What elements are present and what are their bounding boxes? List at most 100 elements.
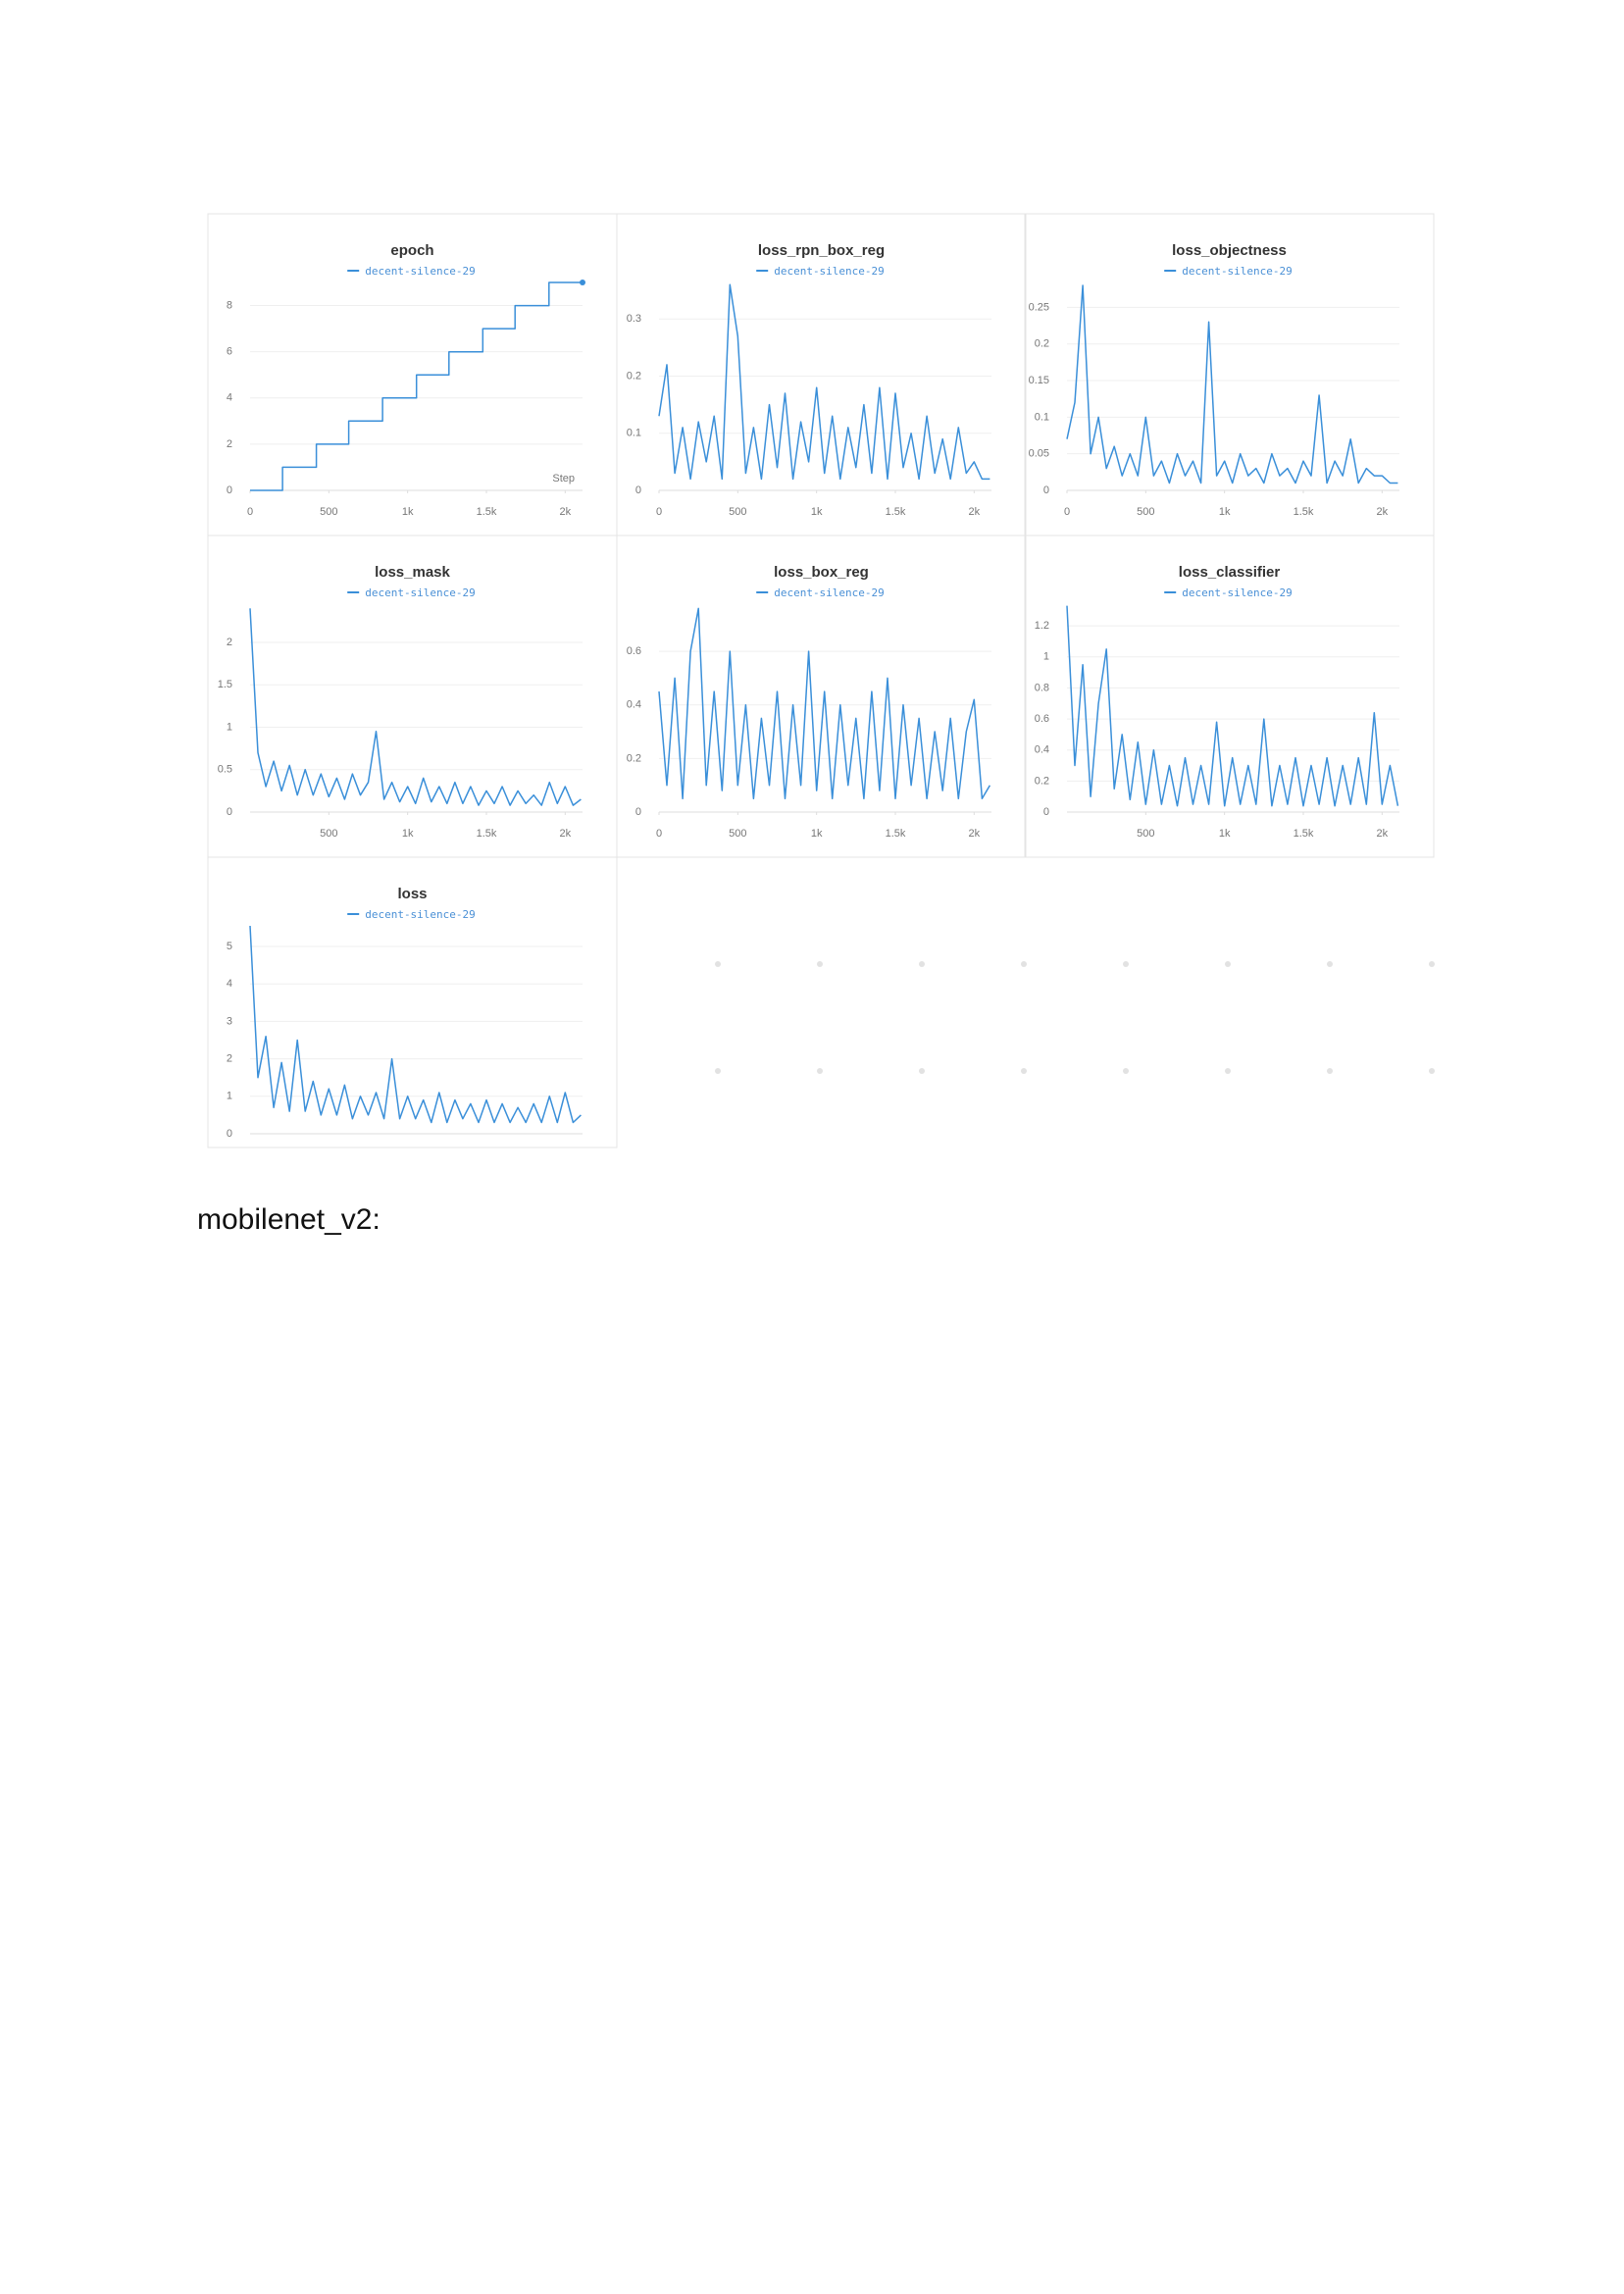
- x-tick-label: 1.5k: [886, 506, 906, 518]
- dot: [1225, 1068, 1231, 1074]
- legend-entry: decent-silence-29: [756, 586, 885, 599]
- y-tick-label: 0.15: [1029, 375, 1049, 386]
- chart-title: loss_box_reg: [774, 564, 869, 581]
- x-tick-label: 1k: [402, 506, 414, 518]
- x-tick-label: 2k: [1377, 828, 1389, 840]
- dot: [1123, 1068, 1129, 1074]
- legend-label: decent-silence-29: [1182, 265, 1293, 278]
- y-tick-label: 6: [227, 346, 232, 358]
- data-line: [249, 925, 582, 1124]
- legend-entry: decent-silence-29: [1164, 586, 1293, 599]
- dot: [715, 1068, 721, 1074]
- data-line: [658, 607, 991, 800]
- dot: [817, 961, 823, 967]
- x-tick-label: 1.5k: [1294, 828, 1314, 840]
- panel-border: [207, 213, 618, 536]
- data-line: [249, 608, 582, 806]
- x-tick-label: 500: [729, 828, 746, 840]
- y-tick-label: 0.2: [627, 370, 641, 382]
- y-tick-label: 2: [227, 637, 232, 648]
- legend-label: decent-silence-29: [365, 265, 476, 278]
- dot: [1021, 961, 1027, 967]
- dot: [817, 1068, 823, 1074]
- chart-title: loss_classifier: [1179, 564, 1281, 581]
- chart-title: loss_objectness: [1172, 242, 1287, 259]
- data-line: [250, 281, 583, 491]
- x-tick-label: 1.5k: [477, 828, 497, 840]
- panel-border: [616, 213, 1027, 536]
- panel-border: [616, 535, 1027, 858]
- x-tick-label: 2k: [1377, 506, 1389, 518]
- y-tick-label: 0.05: [1029, 448, 1049, 460]
- dot: [1123, 961, 1129, 967]
- chart-title: loss: [397, 886, 427, 902]
- data-line: [1066, 284, 1398, 484]
- x-tick-label: 0: [656, 506, 662, 518]
- data-line: [1066, 605, 1399, 807]
- y-tick-label: 0: [227, 806, 232, 818]
- legend-entry: decent-silence-29: [756, 265, 885, 278]
- dot: [1429, 961, 1435, 967]
- dot: [1429, 1068, 1435, 1074]
- dot: [919, 1068, 925, 1074]
- chart-panel: epoch decent-silence-29 0 2 4 6 8 0 500 1k 1.5k 2k S…: [207, 213, 618, 536]
- x-tick-label: 2k: [969, 506, 981, 518]
- x-tick-label: 500: [320, 506, 337, 518]
- y-tick-label: 0.25: [1029, 301, 1049, 313]
- x-tick-label: 1k: [811, 506, 823, 518]
- y-tick-label: 0.6: [1035, 713, 1049, 725]
- y-tick-label: 0.6: [627, 645, 641, 657]
- y-tick-label: 0: [227, 484, 232, 496]
- x-tick-label: 500: [729, 506, 746, 518]
- x-axis-label: Step: [552, 473, 575, 484]
- y-tick-label: 4: [227, 392, 232, 404]
- chart-title: epoch: [390, 242, 433, 259]
- y-tick-label: 0: [1043, 484, 1049, 496]
- y-tick-label: 0: [635, 484, 641, 496]
- y-tick-label: 0.2: [1035, 775, 1049, 787]
- panel-border: [207, 535, 618, 858]
- y-tick-label: 0.1: [1035, 411, 1049, 423]
- y-tick-label: 0: [635, 806, 641, 818]
- y-tick-label: 0.4: [1035, 744, 1049, 756]
- x-tick-label: 0: [247, 506, 253, 518]
- legend-entry: decent-silence-29: [347, 265, 476, 278]
- x-tick-label: 0: [1064, 506, 1070, 518]
- panel-border: [207, 856, 618, 1148]
- y-tick-label: 0: [227, 1128, 232, 1140]
- y-tick-label: 0.4: [627, 699, 641, 711]
- y-tick-label: 5: [227, 941, 232, 952]
- x-tick-label: 500: [1137, 828, 1154, 840]
- y-tick-label: 2: [227, 1053, 232, 1065]
- x-tick-label: 2k: [969, 828, 981, 840]
- x-tick-label: 1k: [402, 828, 414, 840]
- chart-panel: loss_box_reg decent-silence-29 0 0.2 0.4 0.6 0…: [616, 535, 1027, 858]
- y-tick-label: 4: [227, 978, 232, 990]
- y-tick-label: 0: [1043, 806, 1049, 818]
- x-tick-label: 1k: [811, 828, 823, 840]
- x-tick-label: 1.5k: [886, 828, 906, 840]
- dot: [1327, 961, 1333, 967]
- y-tick-label: 3: [227, 1015, 232, 1027]
- chart-panel: loss decent-silence-29 0 1 2 3 4 5: [207, 856, 618, 1148]
- legend-label: decent-silence-29: [1182, 586, 1293, 599]
- background-dots: [715, 961, 1435, 1074]
- x-tick-label: 0: [656, 828, 662, 840]
- chart-panel: loss_rpn_box_reg decent-silence-29 0 0.1 0.2…: [616, 213, 1027, 536]
- y-tick-label: 0.3: [627, 313, 641, 325]
- panel-border: [1024, 213, 1435, 536]
- y-tick-label: 1: [1043, 651, 1049, 663]
- x-tick-label: 1.5k: [1294, 506, 1314, 518]
- x-tick-label: 2k: [560, 506, 572, 518]
- y-tick-label: 8: [227, 299, 232, 311]
- dot: [1021, 1068, 1027, 1074]
- y-tick-label: 0.2: [627, 752, 641, 764]
- x-tick-label: 500: [320, 828, 337, 840]
- y-tick-label: 2: [227, 438, 232, 450]
- x-tick-label: 500: [1137, 506, 1154, 518]
- dot: [1225, 961, 1231, 967]
- legend-entry: decent-silence-29: [1164, 265, 1293, 278]
- chart-panel: loss_classifier decent-silence-29 0 0.2 0.4 0…: [1024, 535, 1435, 858]
- legend-label: decent-silence-29: [365, 908, 476, 921]
